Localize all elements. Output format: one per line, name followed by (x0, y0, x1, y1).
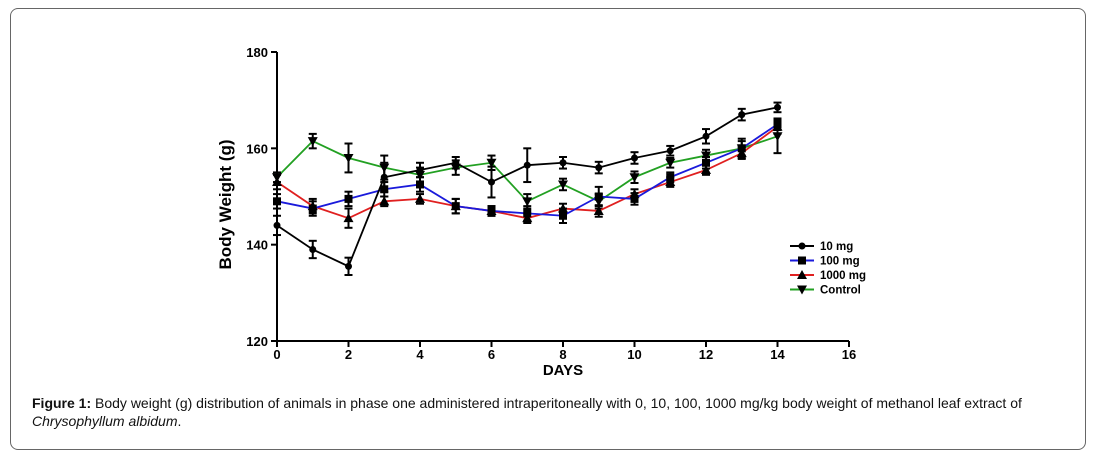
legend-label: 1000 mg (820, 270, 866, 282)
data-point-10-mg (738, 111, 746, 119)
caption-label: Figure 1: (32, 395, 92, 411)
legend-marker (797, 270, 807, 279)
x-tick-label: 2 (345, 347, 352, 362)
data-point-10-mg (523, 161, 531, 169)
data-point-1000-mg (379, 196, 390, 206)
data-point-10-mg (488, 178, 495, 186)
legend-marker (798, 256, 806, 265)
figure-caption: Figure 1: Body weight (g) distribution o… (32, 394, 1068, 430)
chart-axes: 120 140 160 180 0 2 4 6 8 10 12 14 16 DAYS Body Weight… (216, 45, 856, 379)
series-line-10-mg (276, 106, 778, 268)
chart-legend: 10 mg 100 mg 1000 mg Control (790, 241, 866, 297)
data-point-100-mg (451, 202, 460, 211)
legend-label: 100 mg (820, 256, 860, 268)
data-point-1000-mg (343, 213, 354, 223)
legend-marker (798, 242, 806, 250)
x-tick-label: 8 (559, 347, 566, 362)
data-point-100-mg (559, 211, 567, 220)
x-tick-label: 0 (273, 347, 280, 362)
data-point-10-mg (416, 166, 424, 174)
data-point-10-mg (595, 164, 603, 172)
legend-label: 10 mg (820, 241, 853, 253)
data-point-100-mg (416, 180, 424, 189)
x-tick-label: 6 (488, 347, 495, 362)
x-axis-label: DAYS (543, 362, 583, 379)
x-tick-label: 4 (416, 347, 424, 362)
data-point-100-mg (308, 204, 317, 213)
legend-item-10-mg: 10 mg (790, 241, 853, 253)
legend-item-1000-mg: 1000 mg (790, 270, 866, 282)
x-tick-label: 14 (770, 347, 785, 362)
x-tick-label: 16 (842, 347, 856, 362)
y-tick-label: 140 (246, 238, 268, 253)
data-point-control (665, 158, 676, 168)
data-point-10-mg (631, 154, 638, 162)
data-point-control (522, 197, 533, 207)
data-point-100-mg (344, 194, 353, 203)
data-point-100-mg (666, 173, 675, 182)
data-point-control (629, 173, 640, 183)
data-point-100-mg (737, 144, 746, 153)
data-point-10-mg (380, 173, 388, 181)
figure-frame (10, 8, 1086, 450)
series-10-mg (273, 101, 782, 277)
data-point-10-mg (774, 103, 781, 111)
data-point-10-mg (559, 159, 567, 167)
data-point-100-mg (630, 194, 639, 203)
data-point-10-mg (666, 147, 674, 155)
legend-item-control: Control (790, 285, 861, 297)
data-point-100-mg (773, 120, 782, 129)
x-tick-label: 12 (699, 347, 713, 362)
x-tick-label: 10 (627, 347, 641, 362)
y-tick-label: 120 (246, 334, 268, 349)
data-point-10-mg (452, 159, 460, 167)
data-point-1000-mg (415, 193, 425, 203)
data-point-10-mg (309, 245, 317, 253)
data-point-100-mg (702, 158, 710, 167)
legend-label: Control (820, 285, 861, 297)
data-point-control (343, 153, 354, 163)
y-axis-label: Body Weight (g) (216, 140, 235, 270)
data-point-10-mg (273, 221, 281, 229)
caption-end: . (177, 413, 182, 429)
y-tick-label: 180 (246, 45, 268, 60)
data-point-control (307, 137, 318, 147)
caption-text: Body weight (g) distribution of animals … (91, 395, 1022, 411)
chart-series (272, 101, 783, 277)
data-point-100-mg (523, 209, 532, 218)
data-point-100-mg (487, 206, 496, 215)
data-point-control (486, 158, 497, 168)
body-weight-chart: 120 140 160 180 0 2 4 6 8 10 12 14 16 DAYS Body Weight… (216, 45, 866, 379)
data-point-10-mg (345, 262, 352, 270)
y-tick-label: 160 (246, 141, 268, 156)
legend-marker (797, 285, 807, 295)
caption-species: Chrysophyllum albidum (32, 413, 178, 429)
data-point-10-mg (702, 132, 710, 140)
legend-item-100-mg: 100 mg (790, 256, 860, 268)
data-point-1000-mg (593, 205, 604, 215)
data-point-control (558, 180, 568, 190)
data-point-100-mg (273, 197, 281, 206)
data-point-100-mg (594, 192, 603, 201)
data-point-1000-mg (272, 177, 282, 187)
